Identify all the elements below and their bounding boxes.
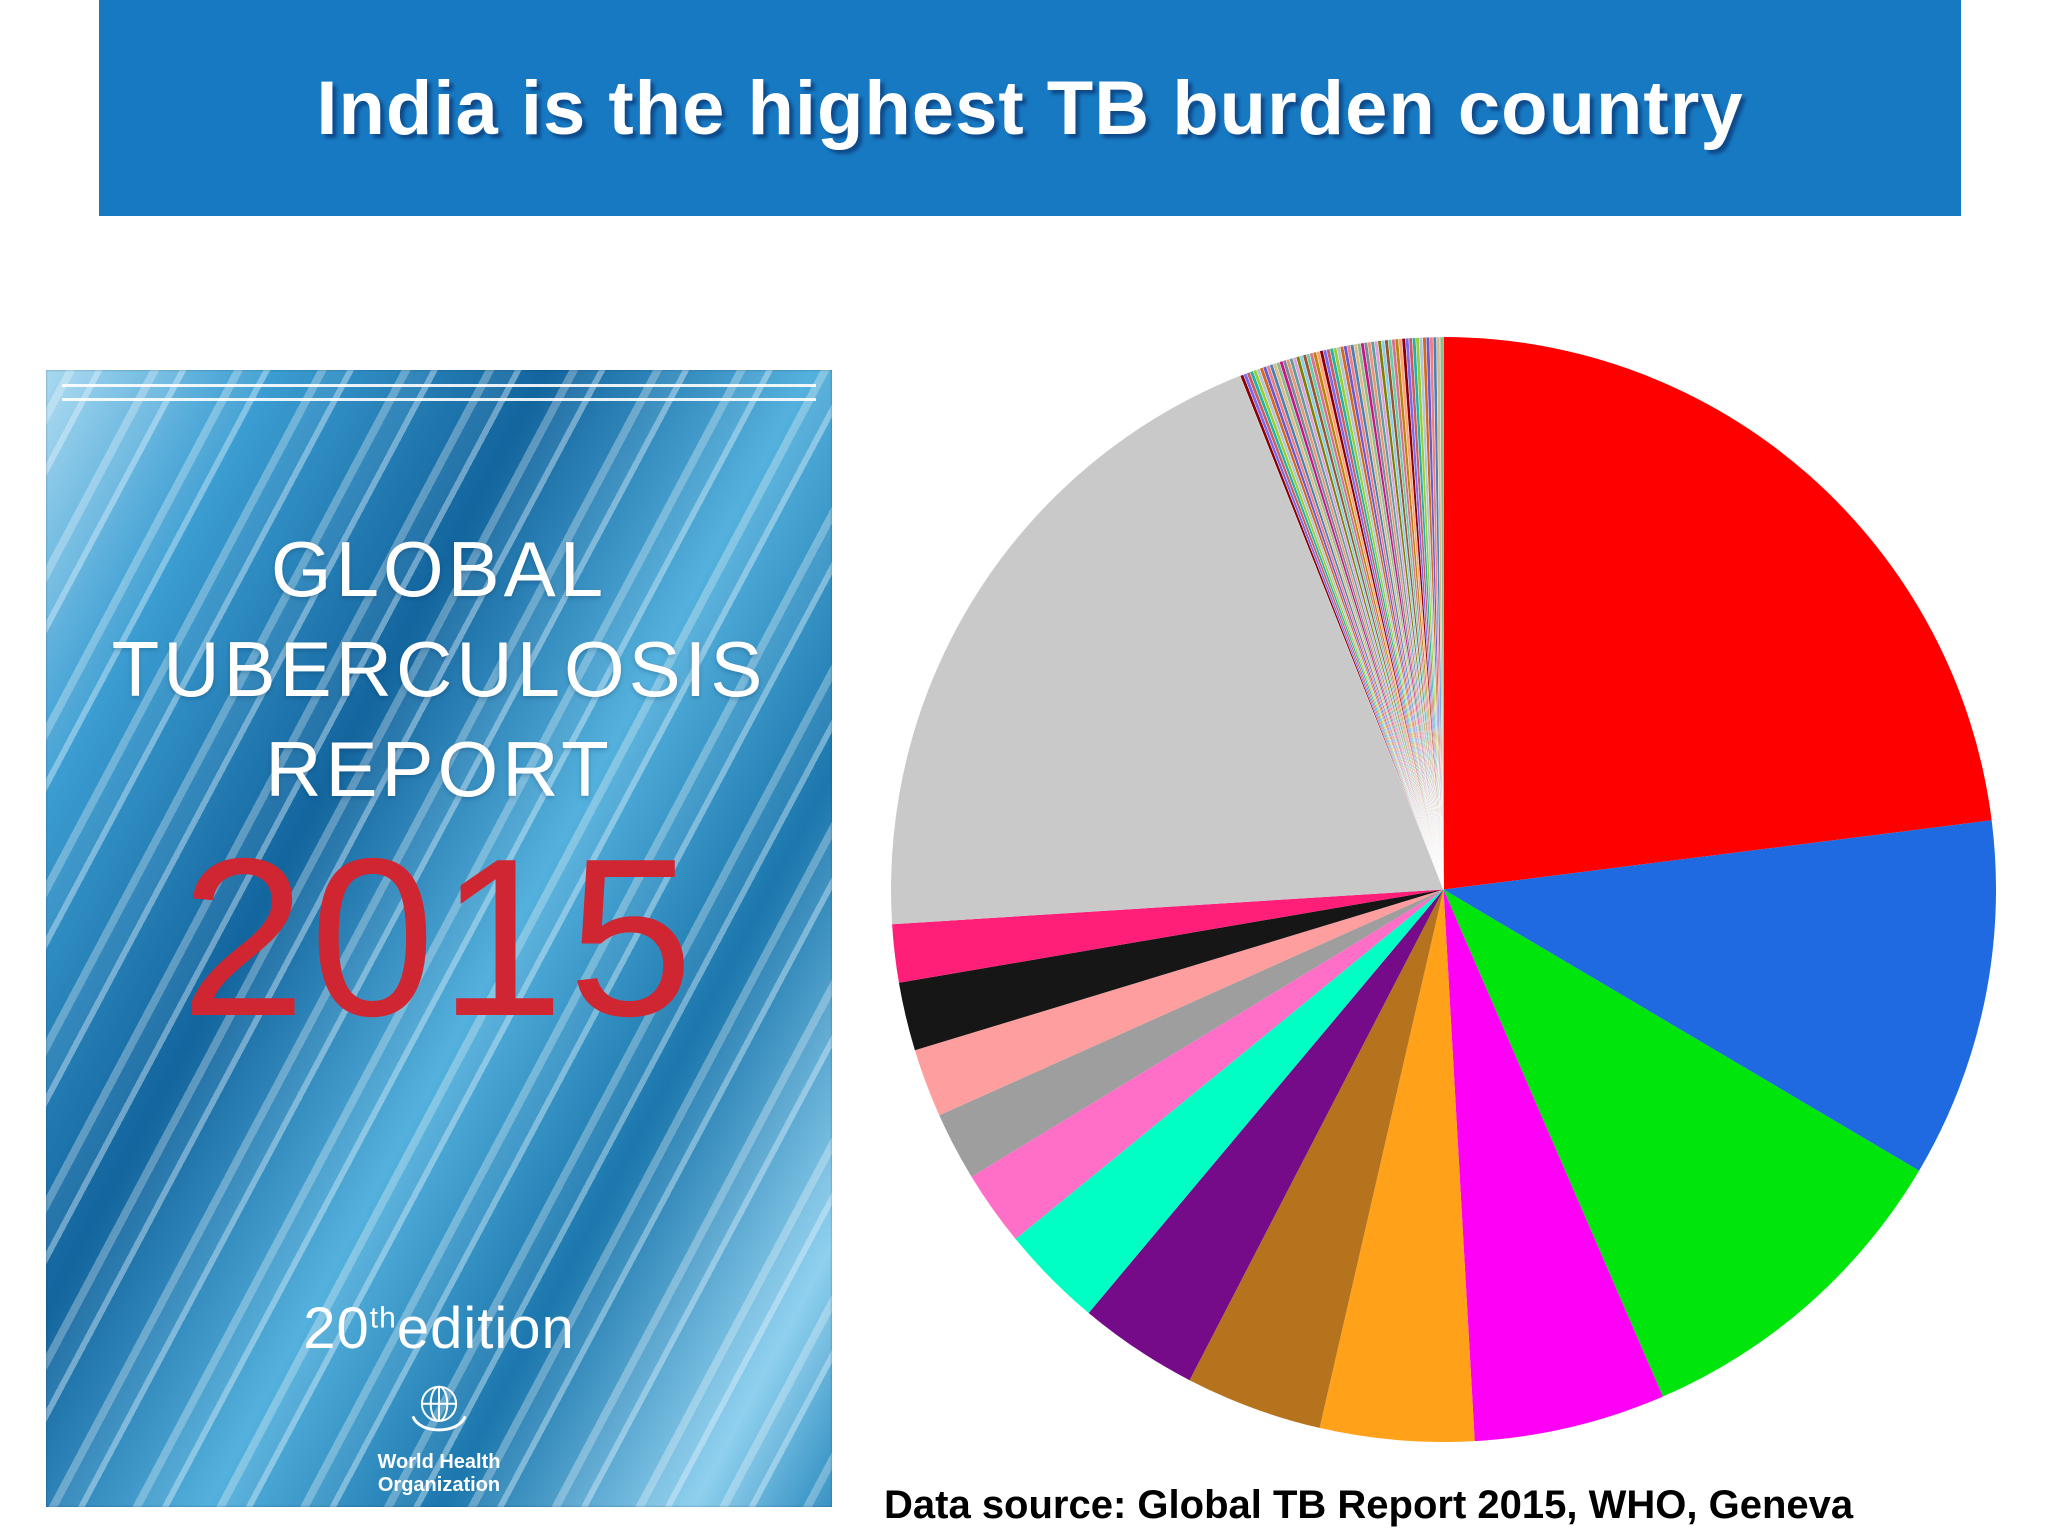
cover-year: 2015	[180, 811, 698, 1063]
cover-title-line2: TUBERCULOSIS	[111, 624, 767, 713]
who-label-line2: Organization	[377, 1474, 501, 1496]
pie-slice-magenta	[1443, 889, 1663, 1442]
pie-slice-gray	[939, 889, 1444, 1177]
cover-edition: 20thedition	[46, 1295, 832, 1362]
who-label-line1: World Health	[377, 1451, 501, 1473]
pie-slice-dark-goldenrod	[1189, 889, 1444, 1428]
pie-slice-purple	[1088, 889, 1444, 1381]
pie-slice-deep-pink	[892, 889, 1444, 983]
pie-slice-turquoise	[1015, 889, 1444, 1313]
page-title: India is the highest TB burden country	[316, 65, 1744, 151]
pie-slice-salmon	[914, 889, 1444, 1116]
tb-burden-pie-chart	[891, 337, 1996, 1442]
pie-slice-bright-green	[1443, 889, 1920, 1397]
slide-title-bar: India is the highest TB burden country	[99, 0, 1961, 216]
pie-slice-black	[898, 889, 1444, 1051]
cover-title: GLOBAL TUBERCULOSIS REPORT	[46, 520, 832, 819]
cover-edition-word: edition	[396, 1296, 575, 1361]
pie-slice-royal-blue	[1443, 820, 1996, 1171]
cover-rule-line	[62, 384, 816, 387]
cover-rule-line	[62, 398, 816, 401]
cover-edition-number: 20	[303, 1296, 370, 1361]
who-logo-icon	[411, 1385, 467, 1432]
cover-title-line1: GLOBAL	[270, 525, 608, 613]
cover-top-rules	[62, 384, 816, 412]
pie-slice-light-gray-large	[891, 375, 1444, 925]
data-source-caption: Data source: Global TB Report 2015, WHO,…	[884, 1483, 1854, 1527]
pie-slice-red-largest	[1443, 337, 1992, 890]
pie-slice-hot-pink	[971, 889, 1444, 1240]
cover-title-line3: REPORT	[265, 724, 613, 813]
pie-slice-orange	[1319, 889, 1475, 1442]
cover-edition-ordinal: th	[369, 1301, 397, 1335]
who-emblem-block: World Health Organization	[46, 1375, 832, 1497]
report-cover-image: GLOBAL TUBERCULOSIS REPORT 2015 20thedit…	[46, 370, 832, 1507]
pie-chart-svg	[891, 337, 1996, 1442]
pie-sliver-60	[1439, 337, 1444, 890]
